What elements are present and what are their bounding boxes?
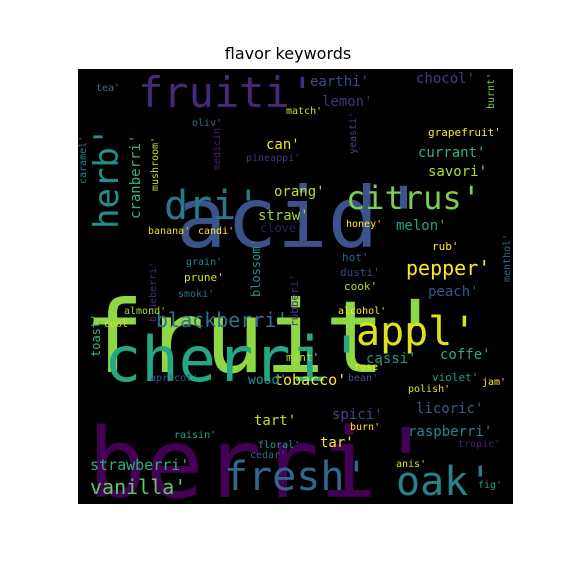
word-citrus: citrus'	[346, 179, 481, 217]
word-smoki: smoki'	[178, 289, 214, 300]
word-chocol: chocol'	[416, 71, 475, 87]
word-licoric: licoric'	[416, 401, 483, 417]
word-melon: melon'	[396, 218, 447, 234]
word-mushroom: mushroom'	[150, 137, 161, 191]
word-orang: orang'	[274, 184, 325, 200]
word-fig: fig'	[478, 480, 502, 491]
word-tropic: tropic'	[458, 439, 500, 450]
word-blackberri: blackberri'	[156, 308, 288, 332]
word-acid: acid'	[176, 169, 429, 267]
word-medicin: medicin'	[212, 122, 223, 170]
word-herb: herb'	[87, 127, 127, 229]
word-peach: peach'	[428, 284, 479, 300]
word-polish: polish'	[408, 384, 450, 395]
word-raisin: raisin'	[174, 430, 216, 441]
word-cloud: fruit' berri' acid' cherri' fruiti' fresh' oak…	[78, 69, 513, 504]
word-yeasti: yeasti'	[348, 112, 359, 154]
word-tar: tar'	[320, 435, 354, 451]
word-vanilla: vanilla'	[90, 475, 186, 499]
word-coffe: coffe'	[440, 347, 491, 363]
word-grapefruit: grapefruit'	[428, 126, 501, 139]
word-burn: burn'	[350, 422, 380, 433]
word-savori: savori'	[428, 164, 487, 180]
word-fresh: fresh'	[224, 454, 369, 500]
word-grain: grain'	[186, 257, 222, 268]
word-cranberri: cranberri'	[128, 135, 144, 219]
word-tart: tart'	[254, 413, 296, 429]
word-oak: oak'	[396, 459, 492, 504]
word-fruit: fruit'	[84, 279, 445, 396]
word-blueberri: blueberri'	[148, 262, 159, 322]
word-pineappi: pineappi'	[246, 153, 300, 164]
word-oliv: oliv'	[192, 118, 222, 129]
word-spici: spici'	[332, 407, 383, 423]
word-currant: currant'	[418, 145, 485, 161]
word-honey: honey'	[346, 219, 382, 230]
word-pepper: pepper'	[406, 256, 490, 280]
chart-title: flavor keywords	[224, 44, 352, 63]
word-tobacco: tobacco'	[274, 371, 346, 389]
word-apricot: apricot'	[150, 373, 198, 384]
word-banana: banana'	[148, 226, 190, 237]
word-cedar: cedar'	[250, 450, 286, 461]
word-dri: dri'	[164, 183, 260, 229]
word-match: match'	[286, 106, 322, 117]
word-raspberri: raspberri'	[408, 424, 492, 440]
word-prune: prune'	[184, 271, 224, 284]
word-cook: cook'	[344, 280, 377, 293]
word-alcohol: alcohol'	[338, 306, 386, 317]
word-strawberri: strawberri'	[90, 456, 189, 474]
word-tea: tea'	[96, 83, 120, 94]
word-rubberi: rubberi'	[288, 274, 301, 327]
word-jam: jam'	[482, 377, 506, 388]
word-toast: toast'	[89, 314, 103, 357]
word-dusti: dusti'	[340, 266, 380, 279]
word-burnt: burnt'	[486, 73, 497, 109]
word-caramel: caramel'	[78, 136, 89, 184]
word-mint: mint'	[286, 351, 319, 364]
word-menthol: menthol'	[502, 234, 513, 282]
word-candi: candi'	[198, 226, 234, 237]
word-violet: violet'	[432, 371, 478, 384]
word-floral: floral'	[258, 440, 300, 451]
word-cherri: cherri'	[104, 323, 365, 396]
word-bean: bean'	[348, 373, 378, 384]
word-rub: rub'	[432, 240, 459, 253]
word-clove: clove'	[260, 221, 303, 235]
word-can: can'	[266, 137, 300, 153]
word-cool: cool'	[104, 319, 134, 330]
word-almond: almond'	[124, 306, 166, 317]
word-anis: anis'	[396, 459, 426, 470]
word-berri: berri'	[88, 408, 435, 504]
word-fruiti: fruiti'	[138, 69, 315, 117]
word-lemon: lemon'	[322, 94, 373, 110]
word-wood: wood'	[248, 373, 287, 388]
word-cloud-canvas: fruit' berri' acid' cherri' fruiti' fresh' oak…	[78, 69, 513, 504]
word-straw: straw'	[258, 208, 309, 224]
word-rose: rose'	[354, 362, 384, 373]
word-appl: appl'	[356, 309, 476, 355]
word-blossom: blossom'	[249, 239, 263, 297]
word-hot: hot'	[342, 251, 369, 264]
word-cassi: cassi'	[366, 351, 417, 367]
word-earthi: earthi'	[310, 74, 369, 90]
